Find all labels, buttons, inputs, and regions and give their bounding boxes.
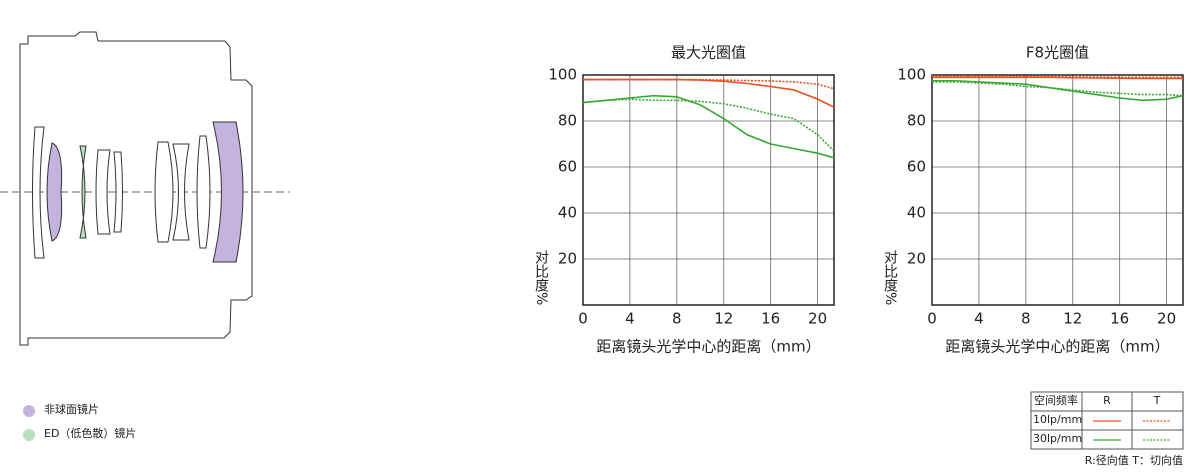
table-header: T bbox=[1153, 394, 1161, 407]
chart-title: 最大光圈值 bbox=[671, 44, 746, 62]
lens-element bbox=[196, 135, 211, 249]
legend-label: 非球面镜片 bbox=[44, 402, 99, 416]
lens-element bbox=[113, 151, 123, 233]
table-header: 空间频率 bbox=[1034, 393, 1078, 407]
lens-diagram bbox=[0, 31, 290, 346]
legend-swatch bbox=[23, 429, 35, 441]
mtf-curve bbox=[932, 81, 1184, 97]
y-tick-label: 20 bbox=[907, 250, 926, 268]
lens-element bbox=[154, 141, 174, 243]
plot-frame bbox=[582, 74, 835, 306]
x-tick-label: 4 bbox=[974, 310, 984, 328]
x-tick-label: 0 bbox=[927, 310, 937, 328]
mtf-curve bbox=[582, 94, 835, 159]
mtf-legend: 空间频率 R T 10lp/mm 30lp/mm R:径向值 T：切向值 bbox=[1030, 391, 1184, 467]
table-row-label: 30lp/mm bbox=[1033, 432, 1082, 445]
y-axis-label: 对比度% bbox=[533, 250, 549, 305]
x-tick-label: 0 bbox=[578, 310, 588, 328]
mtf-curve bbox=[932, 75, 1183, 79]
x-tick-label: 8 bbox=[672, 310, 682, 328]
lens-element bbox=[95, 149, 111, 235]
x-tick-label: 16 bbox=[761, 310, 780, 328]
x-tick-label: 8 bbox=[1021, 310, 1031, 328]
y-tick-label: 60 bbox=[907, 158, 926, 176]
mtf-curve bbox=[583, 78, 835, 90]
y-tick-label: 80 bbox=[558, 112, 577, 130]
y-axis-label: 对比度% bbox=[882, 250, 898, 305]
y-tick-label: 40 bbox=[907, 204, 926, 222]
mtf-curve bbox=[582, 98, 835, 152]
plot-frame bbox=[931, 74, 1184, 306]
aspherical-lens bbox=[46, 142, 63, 242]
x-axis-label: 距离镜头光学中心的距离（mm） bbox=[596, 338, 820, 356]
y-tick-label: 60 bbox=[558, 158, 577, 176]
chart-title: F8光圈值 bbox=[1026, 44, 1089, 62]
y-tick-label: 100 bbox=[548, 66, 577, 84]
x-axis-label: 距离镜头光学中心的距离（mm） bbox=[945, 338, 1169, 356]
y-tick-label: 100 bbox=[897, 66, 926, 84]
mtf-curve bbox=[932, 76, 1183, 80]
legend-table bbox=[1030, 391, 1184, 450]
y-tick-label: 20 bbox=[558, 250, 577, 268]
legend-label: ED（低色散）镜片 bbox=[44, 426, 136, 440]
lens-element bbox=[172, 143, 190, 241]
x-tick-label: 20 bbox=[1157, 310, 1176, 328]
lens-barrel bbox=[19, 31, 253, 346]
x-tick-label: 20 bbox=[808, 310, 827, 328]
ed-lens bbox=[79, 145, 87, 239]
x-tick-label: 4 bbox=[625, 310, 635, 328]
y-tick-label: 40 bbox=[558, 204, 577, 222]
y-tick-label: 80 bbox=[907, 112, 926, 130]
x-tick-label: 16 bbox=[1110, 310, 1129, 328]
mtf-curve bbox=[932, 79, 1184, 102]
table-header: R bbox=[1103, 394, 1111, 407]
legend-swatch bbox=[23, 405, 35, 417]
legend-note: R:径向值 T：切向值 bbox=[1085, 453, 1183, 467]
lens-legend: 非球面镜片 ED（低色散）镜片 bbox=[23, 402, 136, 441]
table-row-label: 10lp/mm bbox=[1033, 413, 1082, 426]
mtf-curve bbox=[583, 78, 835, 108]
x-tick-label: 12 bbox=[1063, 310, 1082, 328]
lens-element bbox=[32, 126, 45, 259]
aspherical-lens bbox=[212, 121, 244, 263]
x-tick-label: 12 bbox=[714, 310, 733, 328]
